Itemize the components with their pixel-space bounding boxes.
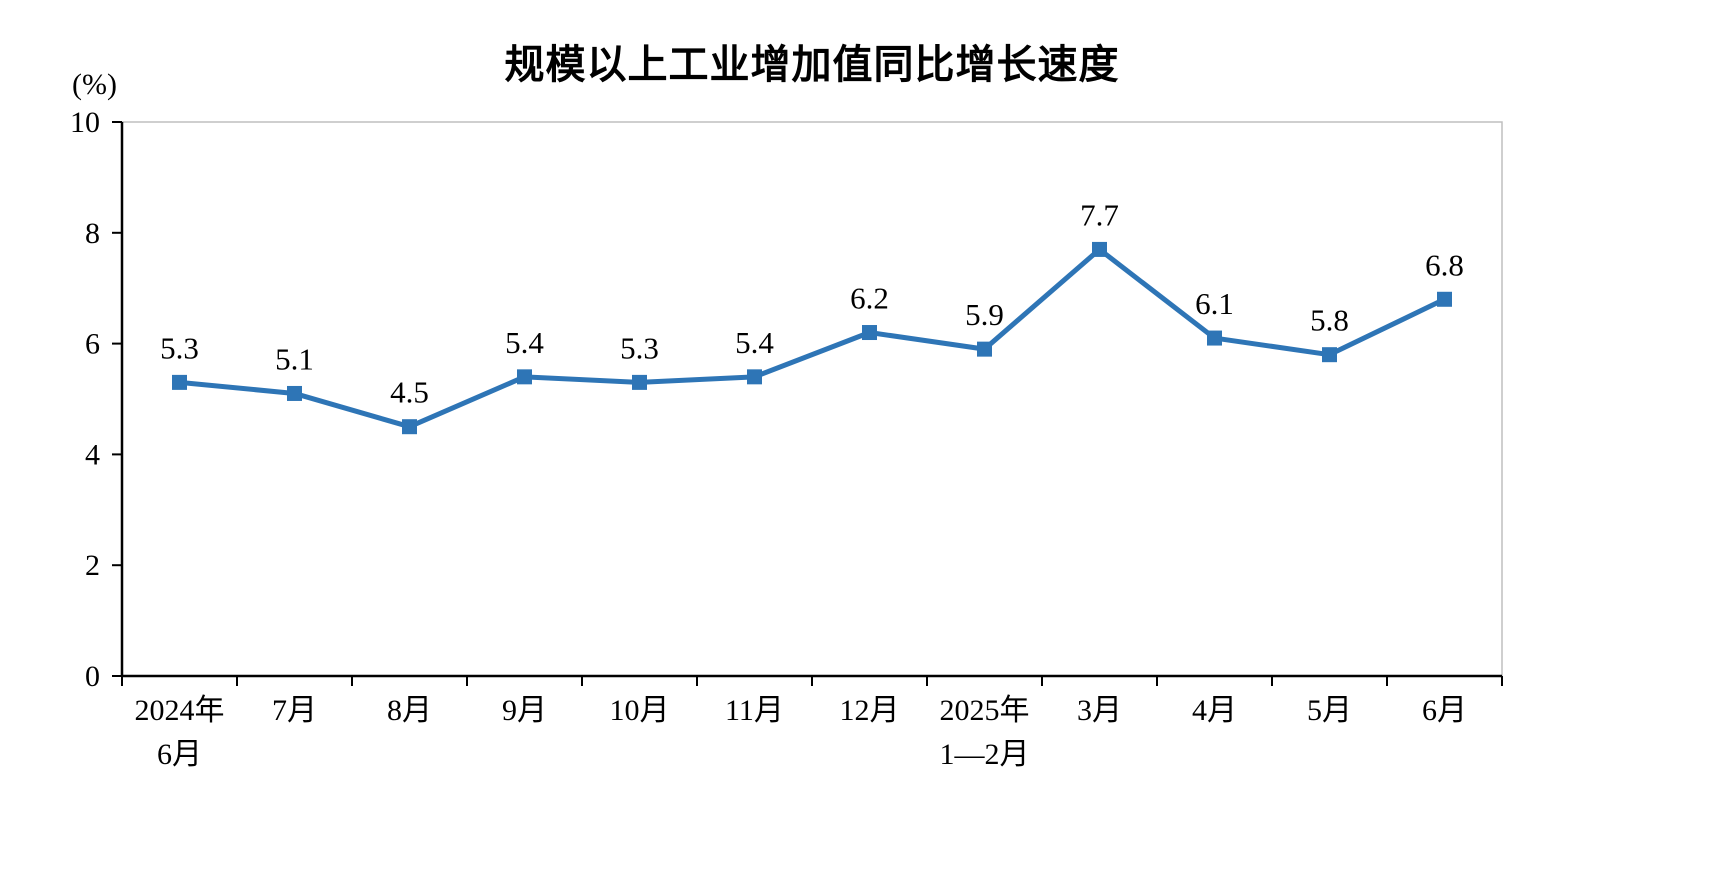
y-tick-label: 4 [85,438,100,471]
data-point-label: 6.8 [1425,247,1464,282]
x-tick-label: 12月 [840,694,900,727]
data-point-marker [1437,291,1452,307]
x-tick-label: 3月 [1077,694,1122,727]
data-point-label: 5.9 [965,297,1004,332]
y-tick-label: 6 [85,328,100,361]
data-point-marker [1092,241,1107,257]
x-tick-label: 2025年 [940,694,1030,727]
data-point-label: 6.2 [850,281,889,316]
y-axis-unit-label: (%) [72,68,117,101]
data-point-label: 5.8 [1310,303,1349,338]
data-point-marker [517,369,532,385]
x-tick-label: 8月 [387,694,432,727]
y-tick-label: 8 [85,217,100,250]
data-point-label: 5.4 [735,325,774,360]
data-point-marker [977,341,992,357]
data-point-marker [632,374,647,390]
x-tick-label: 9月 [502,694,547,727]
chart-title: 规模以上工业增加值同比增长速度 [504,43,1120,87]
data-line [177,246,1447,430]
data-point-marker [862,325,877,341]
data-point-marker [1322,347,1337,363]
data-point-label: 5.3 [160,330,199,365]
x-tick-label: 6月 [157,738,202,771]
data-point-label: 5.1 [275,341,314,376]
data-point-label: 4.5 [390,375,429,410]
x-tick-label: 10月 [610,694,670,727]
plot-area-border [121,121,1503,677]
x-tick-label: 2024年 [135,694,225,727]
x-tick-label: 6月 [1422,694,1467,727]
y-tick-label: 2 [85,549,100,582]
data-point-marker [172,374,187,390]
data-point-label: 7.7 [1080,197,1119,232]
y-tick-label: 0 [85,660,100,693]
data-point-marker [1207,330,1222,346]
x-tick-label: 7月 [272,694,317,727]
data-point-label: 6.1 [1195,286,1234,321]
x-tick-label: 4月 [1192,694,1237,727]
x-tick-label: 1—2月 [940,738,1030,771]
data-point-marker [402,419,417,435]
data-point-label: 5.3 [620,330,659,365]
x-tick-label: 5月 [1307,694,1352,727]
data-point-marker [287,385,302,401]
data-point-marker [747,369,762,385]
data-point-label: 5.4 [505,325,544,360]
y-tick-label: 10 [70,106,100,139]
x-tick-label: 11月 [725,694,784,727]
